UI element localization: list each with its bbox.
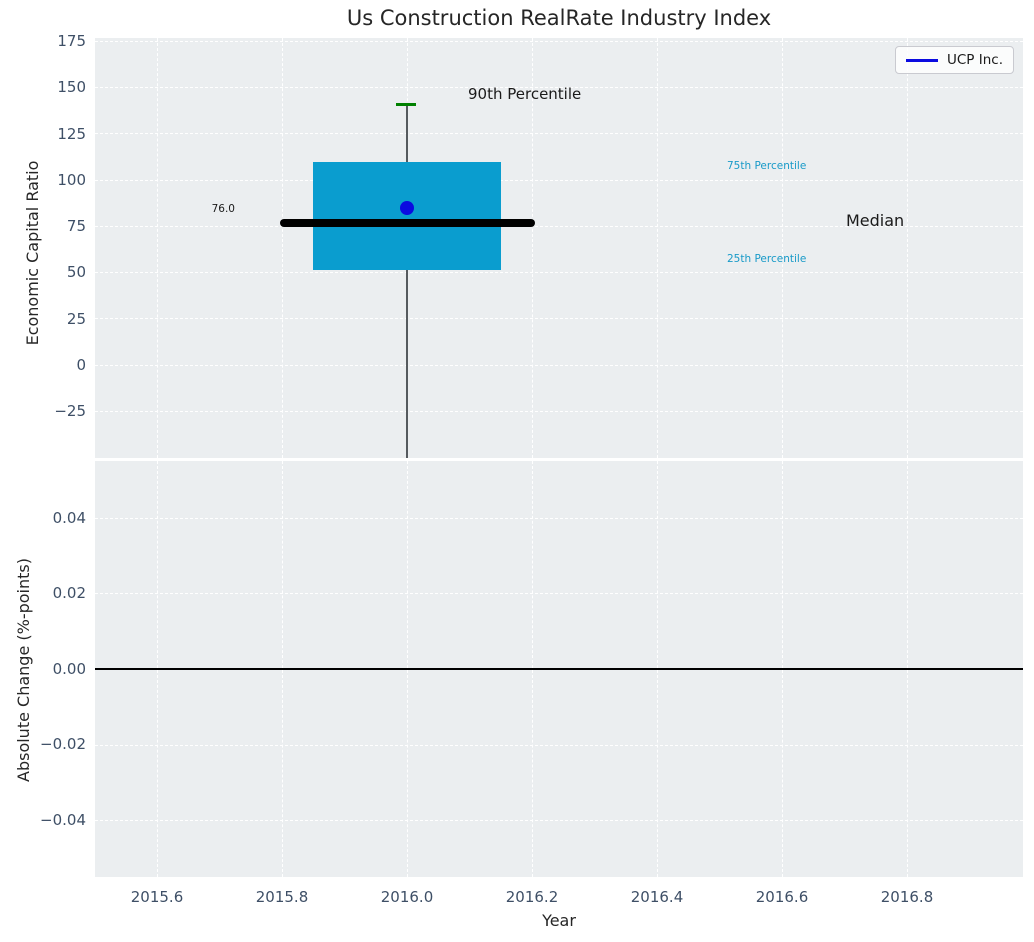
xtick-label: 2016.8 xyxy=(880,888,934,906)
xtick-label: 2015.6 xyxy=(130,888,184,906)
median-line xyxy=(280,219,535,227)
xtick-label: 2016.0 xyxy=(380,888,434,906)
gridline xyxy=(907,38,908,458)
gridline xyxy=(95,593,1023,594)
xtick-label: 2015.8 xyxy=(255,888,309,906)
gridline xyxy=(95,272,1023,273)
gridline xyxy=(95,226,1023,227)
gridline xyxy=(95,87,1023,88)
ytick-label: 150 xyxy=(57,78,86,96)
gridline xyxy=(95,133,1023,134)
gridline xyxy=(782,38,783,458)
plot-area-bottom xyxy=(95,461,1023,877)
ytick-label: 0.02 xyxy=(52,584,86,602)
iqr-box xyxy=(313,162,501,270)
ytick-label: −25 xyxy=(54,402,86,420)
ytick-label: 50 xyxy=(66,263,86,281)
gridline xyxy=(95,180,1023,181)
p25-annotation: 25th Percentile xyxy=(727,253,807,265)
legend: UCP Inc. xyxy=(895,46,1014,74)
y-axis-label-bottom: Absolute Change (%-points) xyxy=(14,558,33,782)
gridline xyxy=(95,41,1023,42)
chart-title: Us Construction RealRate Industry Index xyxy=(346,6,772,30)
ytick-label: 175 xyxy=(57,32,86,50)
gridline xyxy=(95,365,1023,366)
ytick-label: 25 xyxy=(66,310,86,328)
median-value-annotation: 76.0 xyxy=(211,203,235,215)
gridline xyxy=(95,745,1023,746)
ytick-label: 125 xyxy=(57,125,86,143)
gridline xyxy=(95,518,1023,519)
x-axis-label: Year xyxy=(542,911,576,930)
gridline xyxy=(282,38,283,458)
gridline xyxy=(657,38,658,458)
ytick-label: 0 xyxy=(76,356,86,374)
gridline xyxy=(95,411,1023,412)
ytick-label: 0.04 xyxy=(52,509,86,527)
gridline xyxy=(95,318,1023,319)
p90-cap xyxy=(396,103,416,106)
xtick-label: 2016.6 xyxy=(755,888,809,906)
legend-label: UCP Inc. xyxy=(947,52,1003,68)
ytick-label: −0.02 xyxy=(40,735,86,753)
gridline xyxy=(95,820,1023,821)
gridline xyxy=(157,38,158,458)
ytick-label: 0.00 xyxy=(52,660,86,678)
ytick-label: 100 xyxy=(57,171,86,189)
zero-change-line xyxy=(95,668,1023,670)
company-value-marker xyxy=(400,201,414,215)
y-axis-label-top: Economic Capital Ratio xyxy=(23,160,42,346)
median-annotation: Median xyxy=(846,211,905,230)
legend-line-sample xyxy=(906,58,938,62)
gridline xyxy=(532,38,533,458)
whisker-line xyxy=(406,104,408,458)
ytick-label: 75 xyxy=(66,217,86,235)
xtick-label: 2016.2 xyxy=(505,888,559,906)
plot-area-top: 90th Percentile 76.0 75th Percentile Med… xyxy=(95,38,1023,458)
p90-annotation: 90th Percentile xyxy=(468,85,582,103)
xtick-label: 2016.4 xyxy=(630,888,684,906)
p75-annotation: 75th Percentile xyxy=(727,160,807,172)
ytick-label: −0.04 xyxy=(40,811,86,829)
